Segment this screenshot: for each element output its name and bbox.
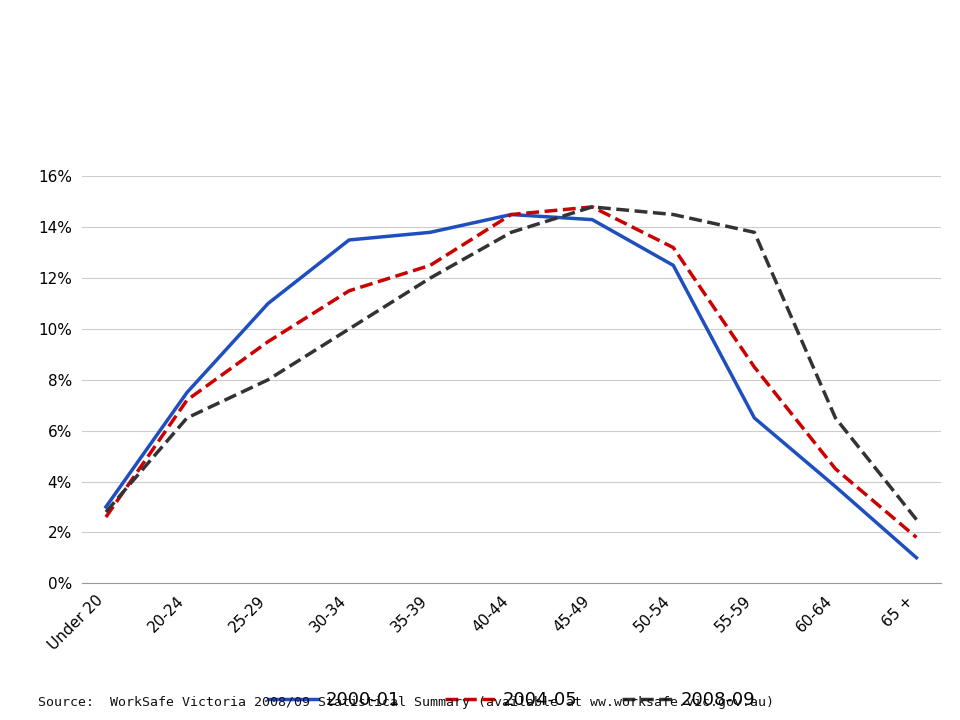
Text: Source:  WorkSafe Victoria 2008/09 Statistical Summary (available at ww.worksafe: Source: WorkSafe Victoria 2008/09 Statis… — [38, 696, 775, 709]
Text: age: 2000-01, 2004-05 and 2008-09: age: 2000-01, 2004-05 and 2008-09 — [38, 84, 514, 108]
Legend: 2000-01, 2004-05, 2008-09: 2000-01, 2004-05, 2008-09 — [260, 684, 762, 716]
Text: Percent distribution of time loss claims in Victoria by: Percent distribution of time loss claims… — [38, 31, 749, 55]
